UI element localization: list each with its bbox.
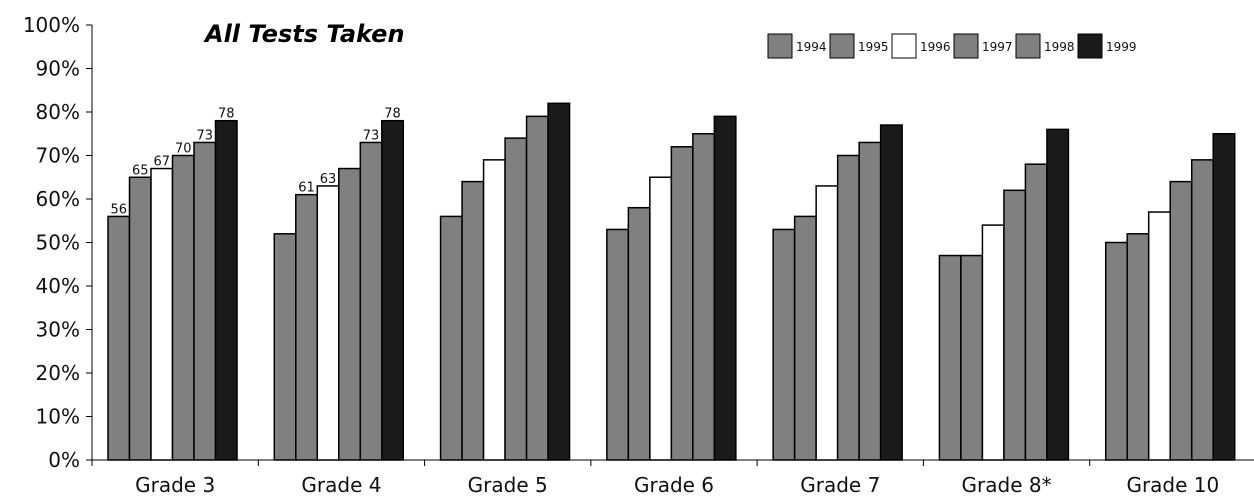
category-label: Grade 5 [468,473,548,497]
y-tick-label: 40% [36,274,80,298]
bar-1999 [713,115,737,461]
bar-1998 [1190,159,1214,461]
bar-1996 [482,159,506,461]
bar-1996 [316,185,340,461]
bar-1997 [338,167,362,461]
bar-value-label: 70 [175,142,192,157]
legend-swatch-1998 [1015,33,1041,59]
bar-1994 [273,233,297,461]
y-tick-label: 90% [36,57,80,81]
y-axis: 0% 10% 20% 30% 40% 50% 60% 70% 80% 90% 100% [23,13,93,472]
bar-value-label: 67 [153,155,170,170]
y-tick-label: 50% [36,231,80,255]
bar-1999 [214,119,238,461]
bar-1997 [1169,180,1193,461]
bar-1995 [128,176,152,461]
y-tick-label: 10% [36,405,80,429]
x-axis: Grade 3 Grade 4 Grade 5 Grade 6 Grade 7 Grade… [91,459,1254,497]
bar-1996 [815,185,839,461]
bar-1995 [461,180,485,461]
bar-1994 [439,215,463,461]
data-labels: 56 65 67 70 73 78 61 63 73 78 [110,107,400,218]
chart-title: All Tests Taken [203,20,405,48]
bar-1998 [858,141,882,461]
legend-swatch-1994 [767,33,793,59]
bar-1995 [793,215,817,461]
bar-1994 [107,215,131,461]
category-label: Grade 8* [962,473,1052,497]
category-label: Grade 4 [301,473,381,497]
bar-1995 [960,254,984,461]
category-label: Grade 3 [135,473,215,497]
bar-value-label: 73 [196,128,213,143]
bar-1998 [525,115,549,461]
bar-1999 [381,119,405,461]
legend-swatch-1996 [891,33,917,59]
y-tick-label: 20% [36,361,80,385]
bar-1998 [692,133,716,461]
bar-1999 [879,124,903,461]
category-label: Grade 10 [1126,473,1219,497]
bar-1996 [981,224,1005,461]
y-tick-label: 0% [48,448,80,472]
legend-swatch-1999 [1077,33,1103,59]
y-tick-label: 60% [36,187,80,211]
y-tick-label: 100% [23,13,80,37]
bar-1994 [772,228,796,461]
bar-1997 [504,137,528,461]
bar-1996 [649,176,673,461]
bar-1996 [1147,211,1171,461]
legend-label: 1994 [796,40,827,54]
bar-value-label: 61 [298,181,315,196]
bar-1995 [1126,233,1150,461]
bar-1997 [1003,189,1027,461]
bar-1997 [670,146,694,461]
y-tick-label: 70% [36,144,80,168]
bar-value-label: 65 [132,163,149,178]
bar-value-label: 63 [320,172,337,187]
bar-value-label: 78 [384,107,401,122]
legend: 1994 1995 1996 1997 1998 1999 [767,33,1137,59]
bar-1994 [606,228,630,461]
legend-label: 1996 [920,40,951,54]
category-label: Grade 7 [800,473,880,497]
bar-1994 [938,254,962,461]
legend-label: 1995 [858,40,889,54]
bar-1999 [1212,133,1236,461]
bar-1995 [627,206,651,461]
bar-1999 [547,102,571,461]
category-label: Grade 6 [634,473,714,497]
legend-swatch-1995 [829,33,855,59]
y-tick-label: 80% [36,100,80,124]
bar-1995 [295,193,319,461]
bar-value-label: 56 [110,202,127,217]
legend-label: 1998 [1044,40,1075,54]
bar-value-label: 78 [218,107,235,122]
legend-label: 1997 [982,40,1013,54]
bar-1998 [193,141,217,461]
legend-swatch-1997 [953,33,979,59]
bar-1998 [359,141,383,461]
bar-1994 [1104,241,1128,461]
bar-1998 [1024,163,1048,461]
bar-1996 [150,167,174,461]
bar-value-label: 73 [363,128,380,143]
bar-1997 [836,154,860,461]
y-tick-label: 30% [36,318,80,342]
legend-label: 1999 [1106,40,1137,54]
bar-1997 [171,154,195,461]
bar-1999 [1046,128,1070,461]
bars [107,102,1236,461]
